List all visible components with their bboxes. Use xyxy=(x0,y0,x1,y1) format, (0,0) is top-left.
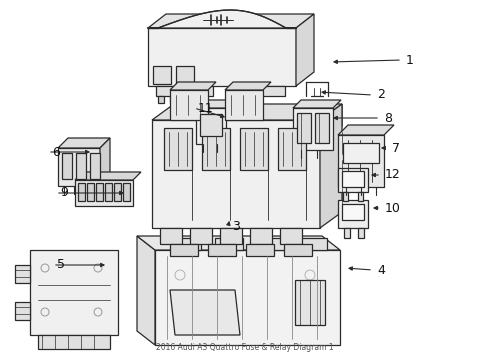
Bar xyxy=(294,280,325,325)
Bar xyxy=(170,90,207,120)
Polygon shape xyxy=(137,236,155,345)
Bar xyxy=(163,128,192,170)
Bar xyxy=(284,244,311,256)
Polygon shape xyxy=(337,125,393,135)
Bar xyxy=(245,244,273,256)
Bar xyxy=(341,171,363,187)
Bar xyxy=(173,238,201,250)
Bar xyxy=(202,128,229,170)
Text: 10: 10 xyxy=(384,202,400,215)
Text: 7: 7 xyxy=(391,141,399,154)
Bar xyxy=(314,113,328,143)
Polygon shape xyxy=(15,302,30,320)
Bar xyxy=(337,168,367,192)
Bar xyxy=(76,153,86,179)
Bar xyxy=(187,96,194,103)
Bar xyxy=(357,228,363,238)
Polygon shape xyxy=(319,104,341,228)
Polygon shape xyxy=(148,14,313,28)
Bar xyxy=(187,86,213,96)
Bar xyxy=(280,228,302,244)
Bar xyxy=(62,153,72,179)
Bar xyxy=(207,244,236,256)
Polygon shape xyxy=(170,82,216,90)
Bar xyxy=(160,228,182,244)
Bar xyxy=(87,183,94,201)
Bar xyxy=(337,135,383,187)
Bar xyxy=(292,108,332,150)
Bar xyxy=(227,86,252,96)
Polygon shape xyxy=(224,82,270,90)
Bar xyxy=(337,200,367,228)
Bar xyxy=(114,183,121,201)
Bar xyxy=(220,228,242,244)
Bar xyxy=(30,250,118,335)
Bar xyxy=(257,238,285,250)
Bar xyxy=(75,180,133,206)
Bar xyxy=(170,96,176,103)
Bar xyxy=(78,183,85,201)
Bar xyxy=(152,120,319,228)
Text: 4: 4 xyxy=(376,264,384,276)
Bar xyxy=(148,28,295,86)
Bar xyxy=(158,96,163,103)
Bar xyxy=(176,66,194,84)
Polygon shape xyxy=(196,100,234,108)
Bar xyxy=(105,183,112,201)
Bar xyxy=(153,66,171,84)
Bar xyxy=(260,86,285,96)
Bar xyxy=(90,153,100,179)
Bar xyxy=(156,86,181,96)
Polygon shape xyxy=(100,138,110,186)
Bar xyxy=(38,335,110,349)
Bar xyxy=(240,128,267,170)
Bar xyxy=(341,204,363,220)
Polygon shape xyxy=(152,104,341,120)
Bar xyxy=(342,143,378,163)
Bar xyxy=(296,113,310,143)
Polygon shape xyxy=(295,14,313,86)
Bar xyxy=(298,238,326,250)
Text: 11: 11 xyxy=(198,102,213,114)
Bar xyxy=(357,192,362,201)
Polygon shape xyxy=(148,10,295,28)
Text: 5: 5 xyxy=(57,258,65,271)
Polygon shape xyxy=(137,236,339,250)
Bar xyxy=(343,228,349,238)
Bar xyxy=(342,192,347,201)
Bar xyxy=(200,96,205,103)
Bar xyxy=(196,108,225,144)
Bar xyxy=(215,238,243,250)
Bar xyxy=(200,114,222,136)
Polygon shape xyxy=(15,265,30,283)
Polygon shape xyxy=(58,138,110,148)
Text: 2016 Audi A3 Quattro Fuse & Relay Diagram 1: 2016 Audi A3 Quattro Fuse & Relay Diagra… xyxy=(155,343,333,352)
Text: 6: 6 xyxy=(52,145,60,158)
Bar xyxy=(58,148,100,186)
Text: 12: 12 xyxy=(384,168,400,181)
Text: 9: 9 xyxy=(60,186,68,199)
Bar xyxy=(190,228,212,244)
Bar xyxy=(278,128,305,170)
Bar xyxy=(224,90,263,120)
Text: 8: 8 xyxy=(383,112,391,125)
Bar xyxy=(96,183,103,201)
Bar xyxy=(155,250,339,345)
Bar xyxy=(249,228,271,244)
Text: 1: 1 xyxy=(405,54,413,67)
Text: 3: 3 xyxy=(231,220,240,234)
Polygon shape xyxy=(292,100,340,108)
Text: 2: 2 xyxy=(376,89,384,102)
Bar xyxy=(123,183,130,201)
Polygon shape xyxy=(170,290,240,335)
Polygon shape xyxy=(75,172,141,180)
Bar xyxy=(170,244,198,256)
